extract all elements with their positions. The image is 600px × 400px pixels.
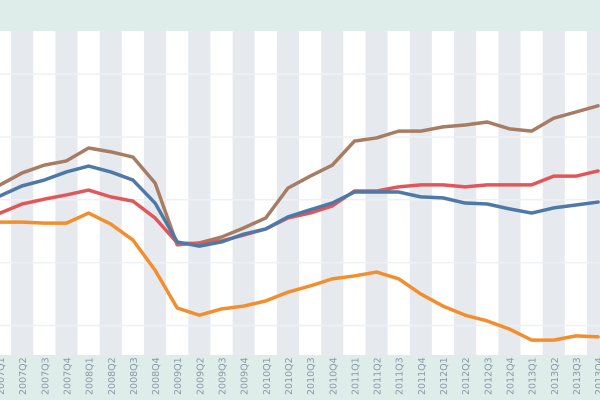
x-tick-label: 2011Q3 xyxy=(395,357,406,395)
x-tick-label: 2008Q2 xyxy=(107,357,118,395)
x-tick-label: 2011Q4 xyxy=(417,357,428,395)
column-stripe xyxy=(55,31,78,355)
x-tick-label: 2007Q4 xyxy=(62,357,73,395)
x-tick-label: 2013Q4 xyxy=(594,357,600,395)
x-tick-label: 2012Q2 xyxy=(461,357,472,395)
x-tick-label: 2010Q2 xyxy=(284,357,295,395)
column-stripe xyxy=(409,31,432,355)
column-stripe xyxy=(11,31,34,355)
series-line xyxy=(0,211,600,342)
column-stripe xyxy=(454,31,477,355)
x-tick-label: 2008Q1 xyxy=(85,357,96,395)
x-axis-band xyxy=(0,355,600,400)
column-stripe xyxy=(498,31,521,355)
column-stripe xyxy=(321,31,344,355)
x-tick-label: 2010Q4 xyxy=(328,357,339,395)
x-tick-label: 2008Q3 xyxy=(129,357,140,395)
x-tick-label: 2013Q2 xyxy=(550,357,561,395)
column-stripe xyxy=(99,31,122,355)
x-tick-label: 2012Q1 xyxy=(439,357,450,395)
x-tick-label: 2012Q3 xyxy=(483,357,494,395)
x-tick-label: 2009Q1 xyxy=(173,357,184,395)
series-line xyxy=(0,164,600,248)
x-tick-label: 2013Q3 xyxy=(572,357,583,395)
x-tick-label: 2011Q1 xyxy=(350,357,361,395)
x-tick-label: 2007Q3 xyxy=(40,357,51,395)
header-band xyxy=(0,0,600,31)
column-stripe xyxy=(143,31,167,355)
x-tick-label: 2008Q4 xyxy=(151,357,162,395)
column-stripe xyxy=(188,31,211,355)
series-line xyxy=(0,169,600,246)
column-stripe xyxy=(542,31,565,355)
x-tick-label: 2013Q1 xyxy=(528,357,539,395)
x-tick-label: 2012Q4 xyxy=(505,357,516,395)
x-tick-label: 2009Q3 xyxy=(218,357,229,395)
x-tick-label: 2007Q2 xyxy=(18,357,29,395)
column-stripe xyxy=(586,31,600,355)
series-line xyxy=(0,104,600,247)
column-stripe xyxy=(232,31,255,355)
column-stripe xyxy=(276,31,300,355)
x-tick-label: 2007Q1 xyxy=(0,357,7,395)
x-tick-label: 2009Q4 xyxy=(240,357,251,395)
x-tick-label: 2010Q3 xyxy=(306,357,317,395)
x-tick-label: 2009Q2 xyxy=(195,357,206,395)
x-tick-label: 2010Q1 xyxy=(262,357,273,395)
x-tick-label: 2011Q2 xyxy=(373,357,384,395)
